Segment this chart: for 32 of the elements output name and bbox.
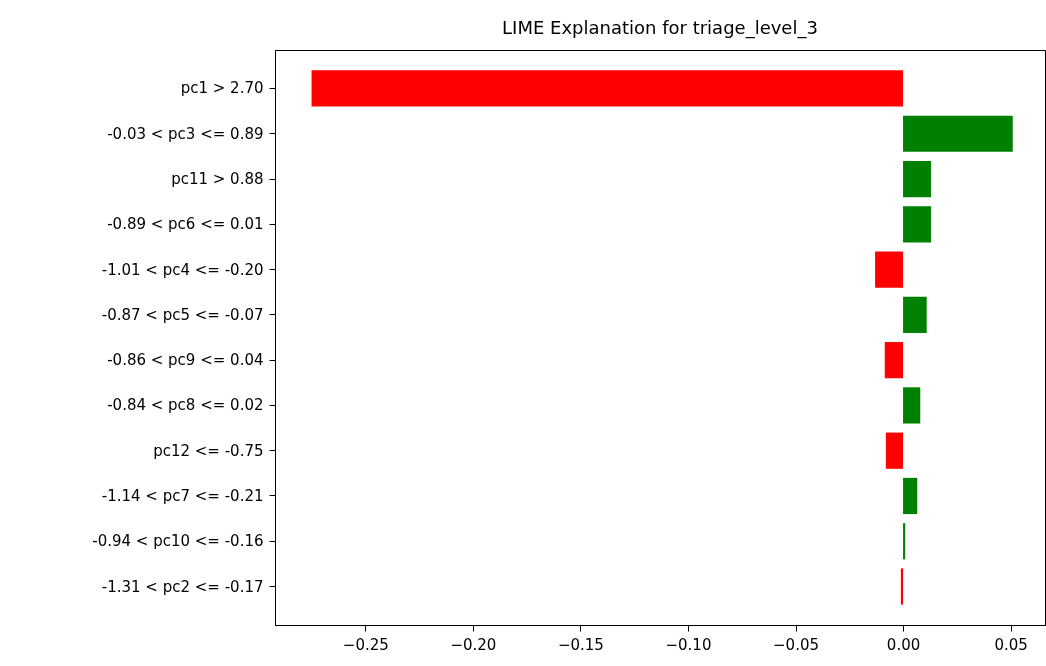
y-tick-label: -0.87 < pc5 <= -0.07 [101, 305, 264, 324]
bar [884, 342, 904, 379]
y-tick-label: pc11 > 0.88 [171, 170, 264, 189]
chart-title: LIME Explanation for triage_level_3 [502, 17, 818, 39]
y-tick-label: -0.94 < pc10 <= -0.16 [92, 532, 264, 551]
y-tick-label: pc1 > 2.70 [180, 79, 264, 98]
y-tick-label: -1.14 < pc7 <= -0.21 [101, 486, 264, 505]
x-tick-label: −0.15 [557, 635, 604, 654]
bar [875, 251, 904, 288]
x-tick-label: −0.20 [450, 635, 497, 654]
x-tick-label: −0.10 [665, 635, 712, 654]
bar [903, 206, 932, 243]
bar [903, 387, 921, 424]
y-tick-label: -1.31 < pc2 <= -0.17 [101, 577, 264, 596]
y-tick-label: -1.01 < pc4 <= -0.20 [101, 260, 264, 279]
y-tick-label: -0.86 < pc9 <= 0.04 [107, 351, 264, 370]
bar [311, 70, 904, 107]
x-tick-label: −0.05 [773, 635, 819, 654]
bar [885, 432, 904, 469]
bar [903, 523, 906, 560]
bar [903, 477, 918, 515]
x-tick-label: 0.05 [994, 635, 1028, 654]
bar [903, 160, 932, 198]
y-tick-label: -0.84 < pc8 <= 0.02 [107, 396, 264, 415]
bar [900, 568, 904, 605]
x-tick-label: −0.25 [342, 635, 389, 654]
y-tick-label: pc12 <= -0.75 [153, 441, 264, 460]
y-tick-label: -0.03 < pc3 <= 0.89 [107, 124, 264, 143]
bar [903, 115, 1013, 152]
x-tick-label: 0.00 [886, 635, 921, 654]
bar [903, 296, 927, 333]
y-tick-label: -0.89 < pc6 <= 0.01 [107, 215, 264, 234]
